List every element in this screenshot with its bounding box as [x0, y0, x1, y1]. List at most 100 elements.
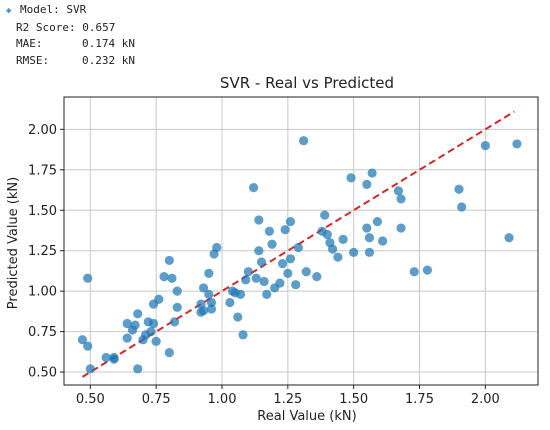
data-point — [338, 234, 348, 244]
x-tick-label: 1.25 — [273, 392, 302, 407]
data-point — [172, 286, 182, 296]
data-point — [312, 271, 322, 282]
data-points — [77, 136, 522, 374]
data-point — [277, 259, 288, 269]
data-point — [241, 275, 251, 285]
mae-label: MAE: — [16, 37, 43, 50]
data-point — [275, 278, 285, 288]
y-tick-label: 0.75 — [28, 325, 57, 340]
data-point — [233, 312, 243, 322]
data-point — [122, 318, 132, 329]
data-point — [396, 223, 406, 233]
data-point — [172, 302, 182, 312]
data-point — [146, 327, 156, 337]
data-point — [204, 289, 214, 299]
data-point — [133, 364, 143, 374]
data-point — [267, 239, 277, 249]
y-axis-label: Predicted Value (kN) — [6, 177, 21, 309]
data-point — [480, 140, 490, 151]
data-point — [362, 179, 372, 189]
data-point — [262, 289, 272, 299]
y-axis-ticks: 0.50 0.75 1.00 1.25 1.50 1.75 2.00 — [28, 123, 64, 381]
data-point — [249, 183, 259, 193]
x-tick-label: 0.75 — [142, 392, 171, 407]
data-point — [206, 297, 217, 308]
data-point — [259, 276, 269, 287]
model-line: ◆ Model: SVR — [6, 2, 135, 20]
data-point — [133, 309, 143, 319]
data-point — [367, 168, 377, 178]
data-point — [293, 242, 303, 253]
y-tick-label: 1.50 — [28, 204, 57, 219]
data-point — [396, 194, 406, 204]
data-point — [299, 136, 309, 146]
data-point — [122, 333, 132, 343]
x-tick-label: 2.00 — [471, 392, 500, 407]
data-point — [254, 215, 264, 225]
data-point — [83, 341, 93, 351]
data-point — [393, 186, 404, 196]
data-point — [212, 242, 222, 253]
data-point — [512, 139, 522, 149]
data-point — [235, 289, 246, 299]
data-point — [151, 336, 161, 346]
data-point — [285, 254, 296, 264]
data-point — [148, 318, 159, 329]
data-point — [225, 297, 235, 308]
x-axis-ticks: 0.50 0.75 1.00 1.25 1.50 1.75 2.00 — [76, 385, 500, 407]
data-point — [364, 247, 375, 257]
plot-frame — [63, 96, 539, 386]
data-point — [243, 267, 253, 277]
data-point — [204, 268, 214, 278]
data-point — [164, 255, 174, 266]
data-point — [101, 352, 111, 363]
data-point — [322, 229, 332, 240]
data-point — [422, 265, 432, 275]
y-tick-label: 2.00 — [28, 123, 57, 138]
mae-line: MAE: 0.174 kN — [6, 36, 135, 53]
data-point — [77, 335, 88, 345]
rmse-label: RMSE: — [16, 53, 50, 67]
data-point — [109, 352, 119, 363]
data-point — [454, 184, 464, 194]
y-tick-label: 0.50 — [28, 366, 57, 381]
data-point — [254, 246, 264, 256]
rmse-line: RMSE: 0.232 kN — [6, 53, 135, 70]
y-tick-label: 1.75 — [28, 163, 57, 178]
y-tick-label: 1.25 — [28, 244, 57, 259]
data-point — [378, 236, 388, 246]
x-tick-label: 0.50 — [76, 392, 105, 407]
data-point — [251, 273, 261, 283]
x-tick-label: 1.50 — [339, 392, 368, 407]
x-tick-label: 1.00 — [208, 392, 237, 407]
x-tick-label: 1.75 — [405, 392, 434, 407]
model-label: Model: SVR — [20, 3, 87, 16]
data-point — [504, 233, 514, 243]
data-point — [238, 330, 248, 340]
data-point — [349, 247, 359, 257]
data-point — [164, 348, 174, 358]
data-point — [328, 244, 338, 254]
data-point — [283, 268, 293, 278]
data-point — [198, 305, 209, 316]
data-point — [170, 317, 180, 327]
data-point — [256, 257, 267, 267]
data-point — [198, 283, 209, 293]
data-point — [285, 216, 296, 227]
y-tick-label: 1.00 — [28, 285, 57, 300]
r2-line: R2 Score: 0.657 — [6, 20, 135, 37]
data-point — [320, 210, 330, 220]
mae-value: 0.174 kN — [82, 37, 135, 50]
data-point — [130, 320, 140, 330]
data-point — [409, 267, 419, 277]
data-point — [291, 280, 301, 290]
rmse-value: 0.232 kN — [82, 53, 135, 67]
data-point — [206, 304, 217, 314]
r2-label: R2 Score: 0.657 — [16, 20, 116, 34]
data-point — [364, 233, 375, 243]
data-point — [457, 202, 467, 212]
chart-title: SVR - Real vs Predicted — [220, 74, 394, 92]
data-point — [280, 225, 290, 235]
data-point — [154, 294, 164, 304]
metrics-panel: ◆ Model: SVR R2 Score: 0.657 MAE: 0.174 kN… — [6, 2, 135, 69]
